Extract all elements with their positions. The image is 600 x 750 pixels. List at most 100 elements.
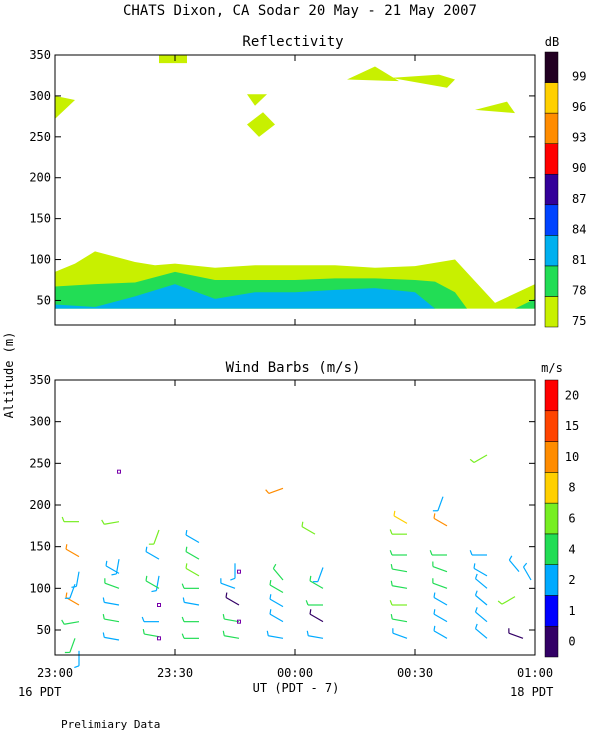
wind-barb-flag [393,510,396,516]
calm-marker [237,569,241,574]
reflectivity-y-ticks: 50 100 150 200 250 300 350 [29,48,535,307]
colorbar-label: 2 [568,573,575,587]
colorbar-swatch [544,82,559,114]
wind-barb-flag [142,629,145,635]
wind-barb-flag [61,516,65,522]
colorbar-swatch [544,173,559,206]
colorbar-label: 96 [572,100,586,114]
wind-barb-flag [266,630,269,636]
x-axis-label: UT (PDT - 7) [253,681,340,695]
wind-barb [272,568,284,581]
wind-barb-flag [474,590,478,596]
reflectivity-patch [515,298,535,309]
wind-barb-flag [305,600,309,606]
colorbar-label: 15 [565,419,579,433]
wind-barb-flag [433,592,436,598]
x-tick-label: 23:00 [37,666,73,680]
reflectivity-patch [347,66,399,82]
reflectivity-patch [247,94,267,106]
calm-marker [117,469,121,474]
colorbar-swatch [544,595,559,627]
x-subtick-end: 18 PDT [510,685,553,699]
wind-barb-flag [433,625,436,631]
reflectivity-patch [247,112,275,137]
wind-barb-flag [185,529,188,536]
wind-barb [69,638,76,653]
wind-barb [475,578,488,589]
wind-barb-flag [145,575,148,581]
wind-barb-flag [429,550,433,556]
colorbar-swatch [544,625,559,658]
wind-barb-flag [182,597,185,603]
wind-barb-flag [265,489,270,494]
colorbar-swatch [544,379,559,412]
wind-barb [224,635,240,639]
y-tick-label: 100 [29,253,51,267]
wind-barb [220,582,236,589]
wind-barb [392,568,408,573]
wind-barb-flag [269,609,272,615]
wind-barb [104,582,120,589]
wind-barb-flag [102,632,105,638]
wind-barb-flag [102,614,105,620]
colorbar-label: 0 [568,635,575,649]
colorbar-swatch [544,410,559,442]
colorbar-label: 84 [572,222,586,236]
reflectivity-patch [159,55,187,64]
colorbar-label: 81 [572,253,586,267]
wind-barb-flag [474,573,478,579]
x-axis: 23:00 23:30 00:00 00:30 01:00 [37,55,553,680]
wind-barb [153,529,160,545]
wind-barb [104,618,120,623]
wind-barb [308,635,324,639]
colorbar-swatch [544,235,559,267]
wind-barb [145,551,160,560]
colorbar-label: 6 [568,512,575,526]
colorbar-swatch [544,296,559,328]
wind-barb [185,534,200,544]
wind-barb-flag [390,564,393,570]
x-tick-label: 23:30 [157,666,193,680]
colorbar-swatch [544,441,559,473]
wind-barb [104,601,120,606]
wind-barb [184,601,200,606]
x-tick-label: 00:30 [397,666,433,680]
y-tick-label: 250 [29,130,51,144]
wind-barb [433,613,448,623]
wind-barb [105,565,120,574]
wind-barb [392,632,408,639]
wind-barb-flag [272,563,277,569]
wind-barb-flag [390,580,393,586]
y-tick-label: 350 [29,48,51,62]
reflectivity-patch [55,95,75,119]
y-tick-label: 50 [37,623,51,637]
wind-barb-flag [181,616,185,622]
wind-barb-flag [105,560,108,566]
reflectivity-colorbar-title: dB [545,35,559,49]
wind-barb [508,559,520,573]
wind-colorbar: 0 1 2 4 6 8 10 15 20 [544,379,579,658]
y-tick-label: 300 [29,415,51,429]
x-tick-label: 00:00 [277,666,313,680]
wind-barb-flag [269,579,272,586]
wind-barb-flag [185,546,188,552]
wind-barb-flag [389,600,393,606]
wind-barb-flag [469,550,473,556]
wind-barb [75,571,80,587]
wind-barb-flag [309,609,312,615]
wind-barb-flag [389,529,393,535]
wind-barb [64,621,80,625]
calm-marker [237,619,241,624]
colorbar-label: 4 [568,542,575,556]
colorbar-label: 10 [565,450,579,464]
wind-barb [392,585,408,589]
wind-barb [522,566,532,581]
wind-frame [54,379,536,656]
wind-barb [224,618,240,623]
wind-barb-flag [185,563,188,569]
wind-barb-flag [473,563,476,569]
wind-barb [433,517,448,527]
wind-barb [475,594,488,606]
colorbar-swatch [544,204,559,236]
wind-barb [437,496,444,511]
